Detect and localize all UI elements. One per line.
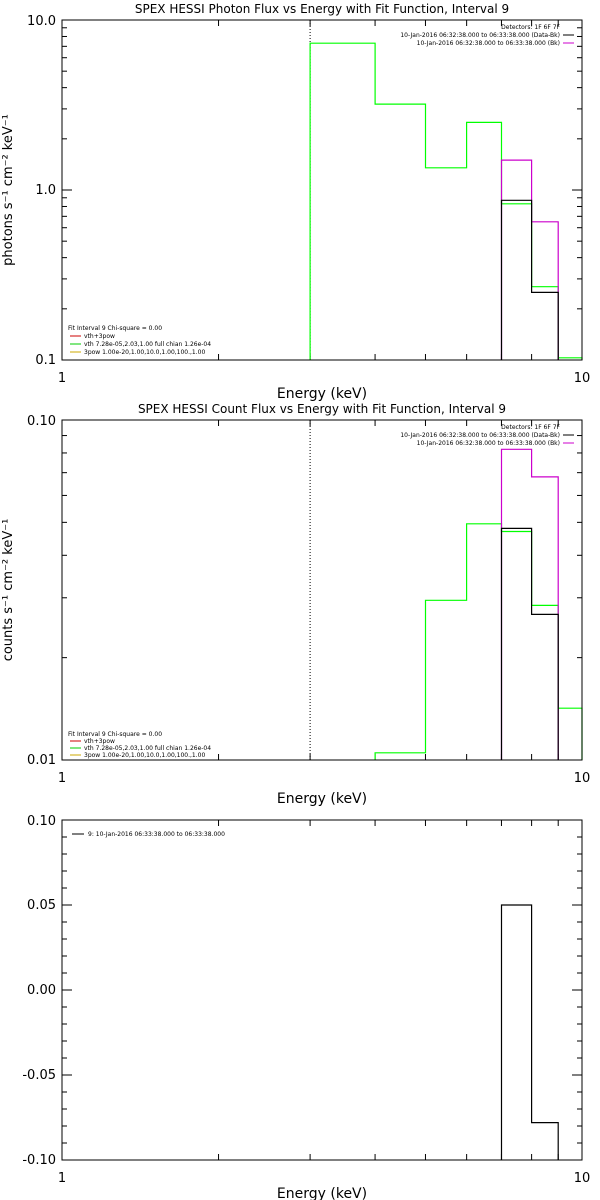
panel1-legend-bottom-left: Fit Interval 9 Chi-square = 0.00 vth+3po… xyxy=(68,731,211,759)
panel2-legend-entry: 9: 10-Jan-2016 06:33:38.000 to 06:33:38.… xyxy=(88,831,225,838)
panel1-y-tick-label: 0.01 xyxy=(27,753,56,768)
series-histogram xyxy=(500,904,559,1160)
panel2-plot-frame xyxy=(61,819,583,1161)
panel1-plot-frame xyxy=(61,419,583,761)
panel0-y-tick-label: 1.0 xyxy=(35,183,56,198)
panel0-legend-entry-data-bk: 10-Jan-2016 06:32:38.000 to 06:33:38.000… xyxy=(400,32,560,39)
series-histogram xyxy=(500,159,559,360)
panel0-x-axis-label: Energy (keV) xyxy=(277,386,367,402)
panel0-legend-detectors: Detectors: 1F 6F 7F xyxy=(501,24,560,31)
panel1-legend-fit-entry: 3pow 1.00e-20,1.00,10.0,1.00,100.,1.00 xyxy=(84,752,205,759)
panel1-x-axis-label: Energy (keV) xyxy=(277,791,367,807)
panel0-plot-frame xyxy=(61,19,583,361)
series-histogram xyxy=(500,199,559,360)
panel2-y-tick-label: -0.05 xyxy=(22,1068,56,1083)
panel0-title: SPEX HESSI Photon Flux vs Energy with Fi… xyxy=(135,2,509,16)
series-histogram xyxy=(500,527,559,760)
panel0-plot-layer xyxy=(62,20,583,361)
count-flux-panel: SPEX HESSI Count Flux vs Energy with Fit… xyxy=(1,402,590,807)
panel0-legend-fit-entry: vth 7.28e-05,2.03,1.00 full chian 1.26e-… xyxy=(84,341,211,348)
panel1-legend-fit-header: Fit Interval 9 Chi-square = 0.00 xyxy=(68,731,162,738)
panel2-x-tick-label: 1 xyxy=(58,1171,66,1186)
panel0-y-tick-label: 10.0 xyxy=(27,14,56,29)
panel0-legend-fit-header: Fit Interval 9 Chi-square = 0.00 xyxy=(68,325,162,332)
panel0-y-tick-label: 0.1 xyxy=(35,353,56,368)
panel2-y-tick-label: 0.10 xyxy=(27,814,56,829)
panel1-y-axis-label: counts s⁻¹ cm⁻² keV⁻¹ xyxy=(1,519,16,662)
panel0-y-axis-label: photons s⁻¹ cm⁻² keV⁻¹ xyxy=(1,114,16,266)
panel2-x-tick-label: 10 xyxy=(574,1171,591,1186)
panel1-legend-fit-entry: vth+3pow xyxy=(84,738,115,745)
photon-flux-panel: SPEX HESSI Photon Flux vs Energy with Fi… xyxy=(1,2,590,402)
panel2-y-tick-label: 0.05 xyxy=(27,898,56,913)
panel1-legend-entry-bk: 10-Jan-2016 06:32:38.000 to 06:33:38.000… xyxy=(417,440,560,447)
panel1-title: SPEX HESSI Count Flux vs Energy with Fit… xyxy=(138,402,506,416)
series-histogram xyxy=(500,448,559,760)
residuals-panel: 1 10 -0.10 -0.05 0.00 0.05 0.10 Energy (… xyxy=(22,814,590,1200)
panel1-legend-fit-entry: vth 7.28e-05,2.03,1.00 full chian 1.26e-… xyxy=(84,745,211,752)
panel1-x-tick-label: 10 xyxy=(574,771,591,786)
panel1-x-tick-label: 1 xyxy=(58,771,66,786)
panel0-x-tick-label: 1 xyxy=(58,371,66,386)
panel2-y-tick-label: 0.00 xyxy=(27,983,56,998)
panel1-y-tick-label: 0.10 xyxy=(27,414,56,429)
panel2-x-axis-label: Energy (keV) xyxy=(277,1186,367,1200)
panel0-legend-top-right: Detectors: 1F 6F 7F 10-Jan-2016 06:32:38… xyxy=(400,24,574,47)
panel0-x-tick-label: 10 xyxy=(574,371,591,386)
panel0-legend-entry-bk: 10-Jan-2016 06:32:38.000 to 06:33:38.000… xyxy=(417,40,560,47)
panel1-legend-entry-data-bk: 10-Jan-2016 06:32:38.000 to 06:33:38.000… xyxy=(400,432,560,439)
panel2-y-tick-label: -0.10 xyxy=(22,1153,56,1168)
panel0-legend-bottom-left: Fit Interval 9 Chi-square = 0.00 vth+3po… xyxy=(68,325,211,356)
panel2-legend-top-left: 9: 10-Jan-2016 06:33:38.000 to 06:33:38.… xyxy=(72,831,225,838)
panel0-legend-fit-entry: vth+3pow xyxy=(84,333,115,340)
panel0-legend-fit-entry: 3pow 1.00e-20,1.00,10.0,1.00,100.,1.00 xyxy=(84,349,205,356)
panel1-legend-detectors: Detectors: 1F 6F 7F xyxy=(501,424,560,431)
panel1-legend-top-right: Detectors: 1F 6F 7F 10-Jan-2016 06:32:38… xyxy=(400,424,574,447)
